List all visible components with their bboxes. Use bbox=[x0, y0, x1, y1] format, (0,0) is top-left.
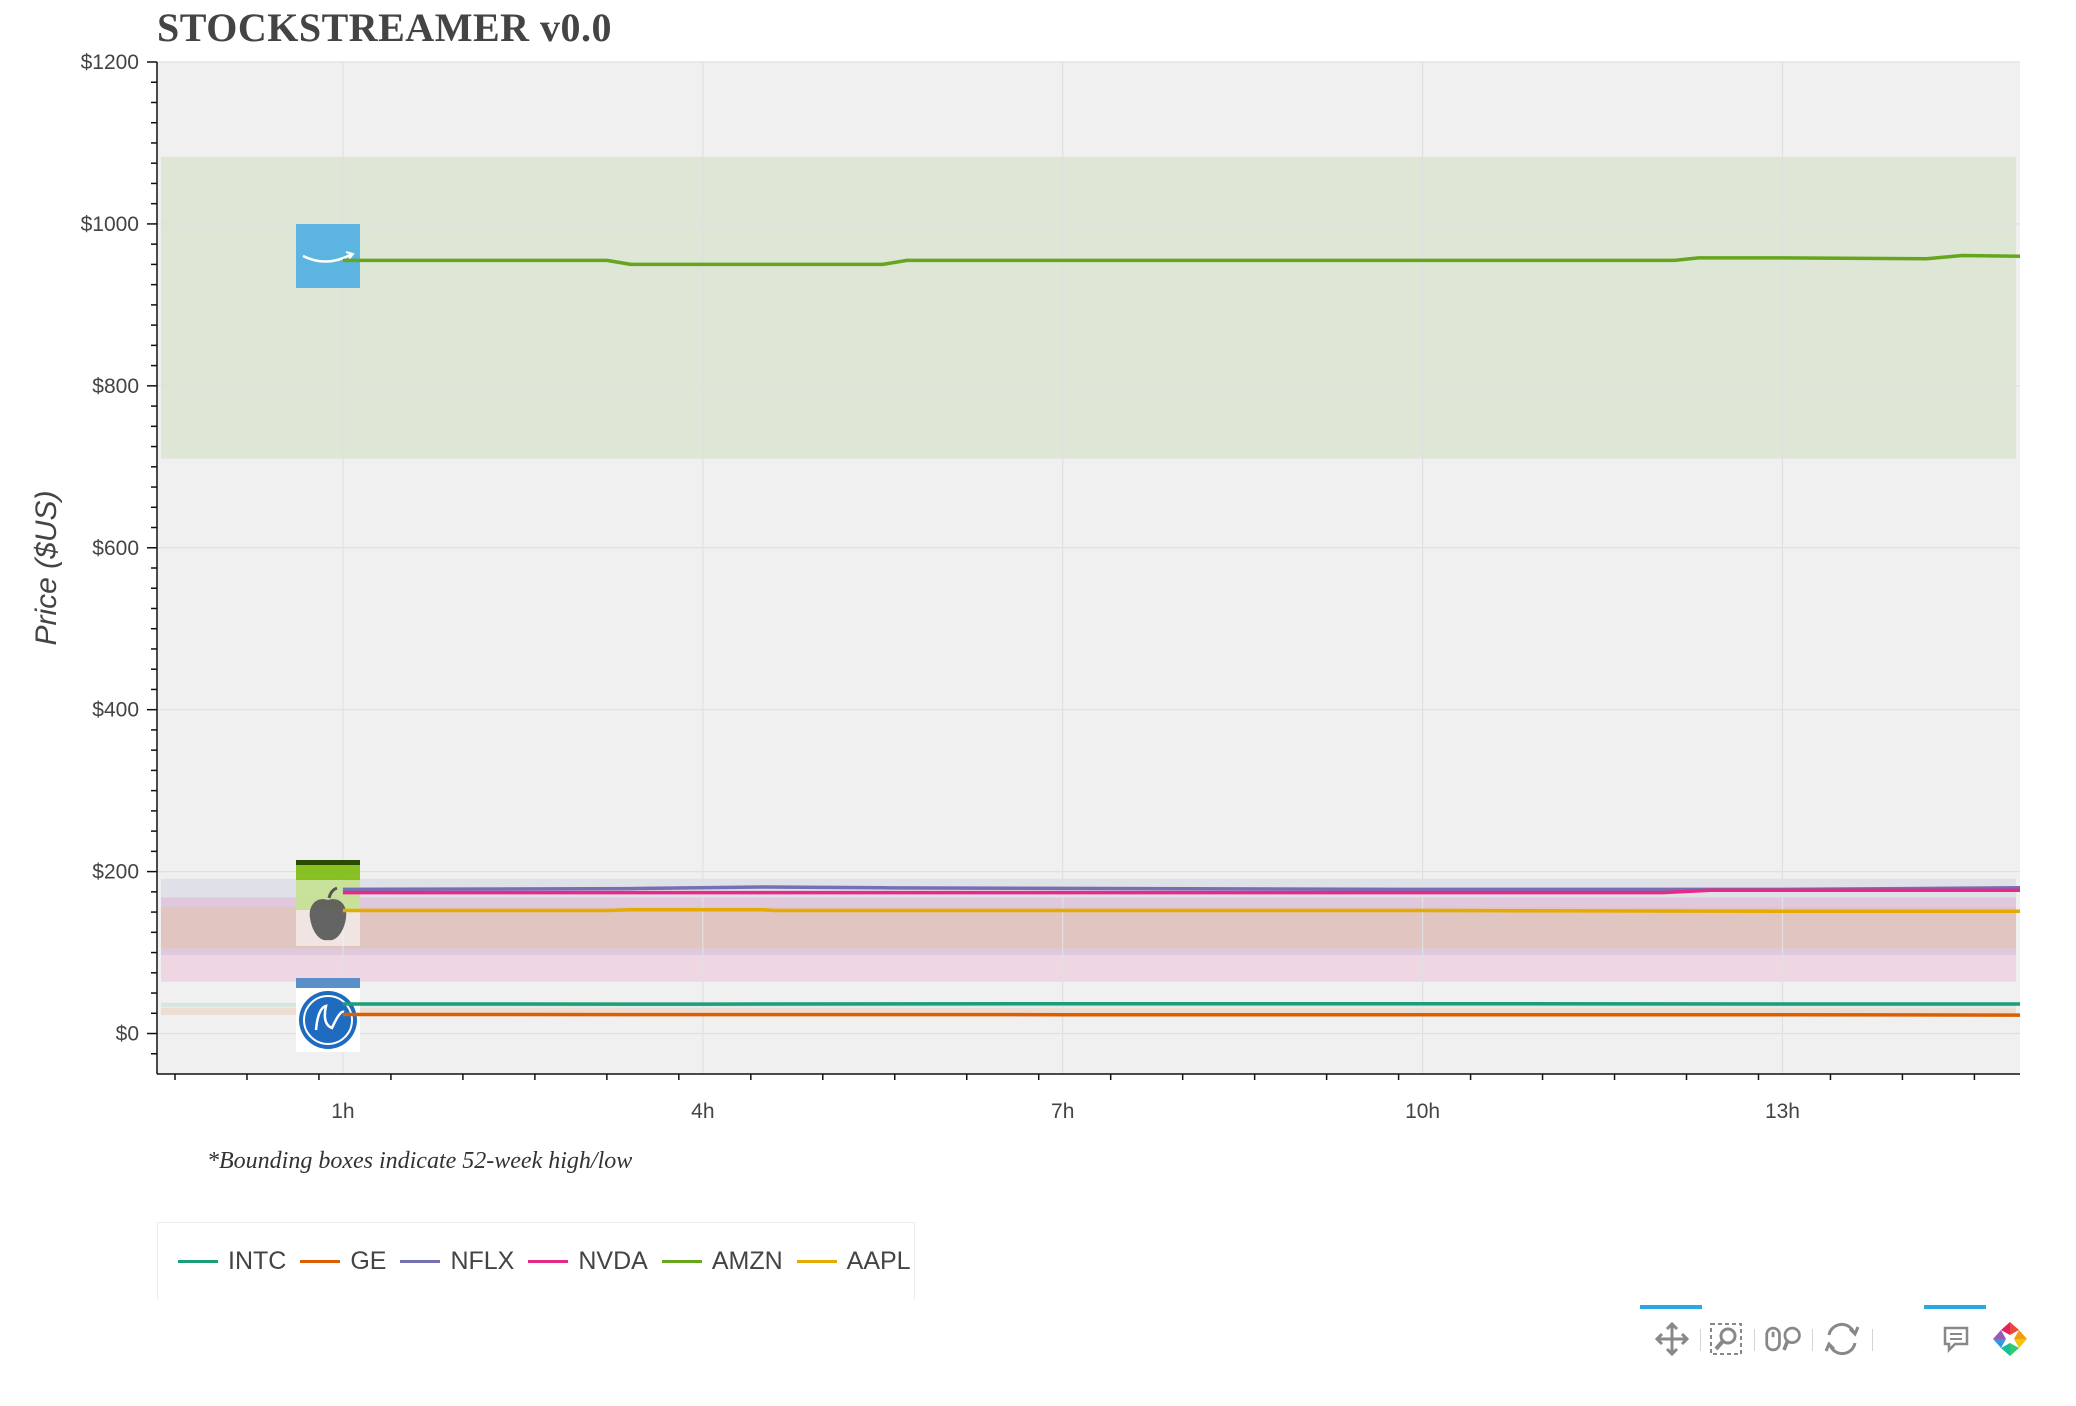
series-line-nvda bbox=[342, 888, 2020, 895]
toolbar-separator bbox=[1812, 1329, 1813, 1351]
box-zoom-tool-icon[interactable] bbox=[1706, 1319, 1746, 1359]
y-tick-label: $800 bbox=[92, 375, 139, 398]
reset-tool-icon[interactable] bbox=[1822, 1319, 1862, 1359]
legend-item-aapl[interactable]: AAPL bbox=[796, 1247, 911, 1276]
legend-label: AAPL bbox=[846, 1247, 911, 1275]
legend-label: AMZN bbox=[711, 1247, 783, 1275]
legend-swatch bbox=[300, 1260, 341, 1263]
y-tick-label: $1000 bbox=[81, 213, 139, 236]
toolbar bbox=[1640, 1305, 2040, 1365]
legend-label: INTC bbox=[228, 1247, 287, 1275]
x-tick-label: 1h bbox=[331, 1100, 354, 1123]
plot-area[interactable] bbox=[157, 62, 2020, 1074]
y-tick-label: $600 bbox=[92, 537, 139, 560]
legend-label: NVDA bbox=[578, 1247, 648, 1275]
pan-tool-active-indicator bbox=[1640, 1305, 1702, 1309]
series-line-ge bbox=[342, 1012, 2021, 1017]
stock-price-chart[interactable]: $0 $200 $400 $600 $800 $1000 $1200 1h 4h 7h 10h 13h… bbox=[0, 0, 2076, 1140]
grid bbox=[157, 61, 2020, 1074]
pan-tool-icon[interactable] bbox=[1652, 1319, 1692, 1359]
legend-item-ge[interactable]: GE bbox=[300, 1247, 386, 1276]
toolbar-separator bbox=[1754, 1329, 1755, 1351]
x-tick-label: 10h bbox=[1405, 1100, 1440, 1123]
band-aapl bbox=[161, 907, 2016, 949]
series-line-amzn bbox=[342, 253, 2021, 267]
bokeh-logo-icon[interactable] bbox=[1990, 1319, 2030, 1359]
y-tick-label: $400 bbox=[92, 699, 139, 722]
legend-item-nflx[interactable]: NFLX bbox=[400, 1247, 514, 1276]
toolbar-separator bbox=[1700, 1329, 1701, 1351]
x-tick-label: 13h bbox=[1765, 1100, 1800, 1123]
toolbar-separator bbox=[1872, 1329, 1873, 1351]
y-tick-label: $200 bbox=[92, 861, 139, 884]
band-amzn bbox=[161, 156, 2016, 459]
wheel-zoom-tool-icon[interactable] bbox=[1764, 1319, 1804, 1359]
plot-background[interactable] bbox=[157, 62, 2020, 1074]
hover-tool-active-indicator bbox=[1924, 1305, 1986, 1309]
legend-item-nvda[interactable]: NVDA bbox=[528, 1247, 648, 1276]
hover-tool-icon[interactable] bbox=[1936, 1319, 1976, 1359]
chart-title: STOCKSTREAMER v0.0 bbox=[157, 5, 613, 50]
legend: INTC GE NFLX NVDA AMZN AAPL bbox=[157, 1222, 915, 1300]
legend-swatch bbox=[796, 1260, 837, 1263]
legend-swatch bbox=[400, 1260, 441, 1263]
band-ge bbox=[161, 1007, 2016, 1015]
legend-swatch bbox=[178, 1260, 218, 1263]
series-line-aapl bbox=[342, 907, 2020, 914]
y-tick-label: $0 bbox=[116, 1023, 139, 1046]
x-tick-label: 7h bbox=[1051, 1100, 1074, 1123]
amazon-logo-icon bbox=[296, 224, 360, 288]
legend-swatch bbox=[528, 1260, 569, 1263]
y-tick-label: $1200 bbox=[81, 51, 139, 74]
price-series bbox=[342, 253, 2021, 1017]
legend-label: GE bbox=[350, 1247, 387, 1275]
ge-logo-icon bbox=[296, 978, 360, 1052]
legend-swatch bbox=[661, 1260, 702, 1263]
high-low-bands bbox=[161, 156, 2016, 1015]
axes: $0 $200 $400 $600 $800 $1000 $1200 1h 4h 7h 10h 13h bbox=[81, 51, 2020, 1123]
y-axis-label: Price ($US) bbox=[30, 490, 63, 645]
legend-item-amzn[interactable]: AMZN bbox=[661, 1247, 783, 1276]
footnote: *Bounding boxes indicate 52-week high/lo… bbox=[207, 1148, 633, 1174]
legend-label: NFLX bbox=[450, 1247, 515, 1275]
x-tick-label: 4h bbox=[691, 1100, 714, 1123]
legend-item-intc[interactable]: INTC bbox=[178, 1247, 286, 1276]
